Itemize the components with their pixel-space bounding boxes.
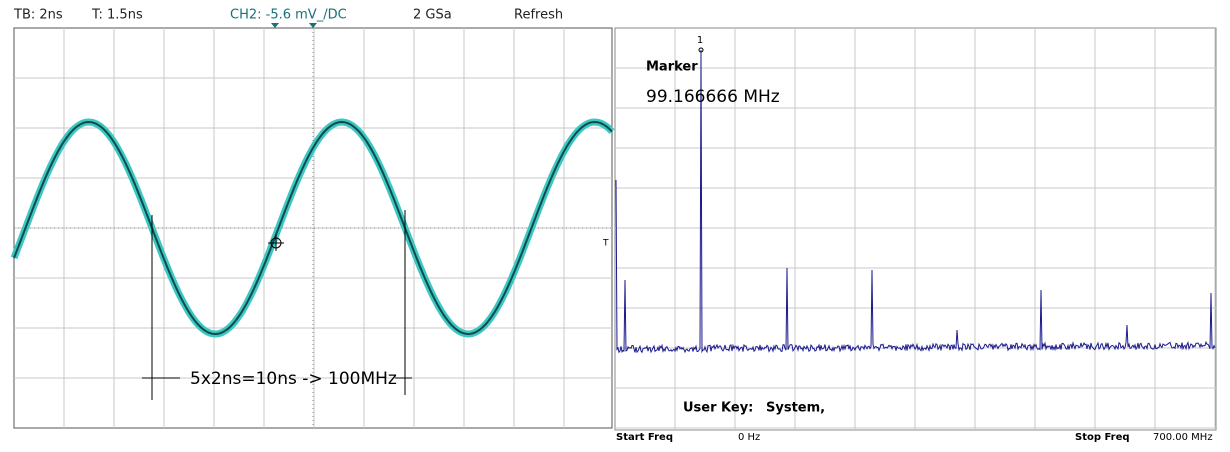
stop-label: Stop Freq [1075,432,1130,443]
markers [271,23,317,28]
annotation: 5x2ns=10ns -> 100MHz [190,369,397,389]
user-key-label: User Key: [683,401,753,416]
trigger-marker: T [602,239,609,249]
trigger-time: T: 1.5ns [91,8,143,23]
spectrum-trace [615,49,1216,354]
marker-value: 99.166666 MHz [646,87,780,107]
start-value: 0 Hz [738,432,760,443]
user-key-value: System, [766,401,825,416]
spectrum-panel: 1 Marker 99.166666 MHz User Key: System,… [614,27,1217,443]
scope-grid [14,28,612,428]
timebase: TB: 2ns [13,8,63,23]
spectrum-grid [615,28,1216,430]
marker-point [698,47,704,53]
mode: Refresh [514,8,563,23]
crosshair [268,235,284,251]
start-label: Start Freq [616,432,673,443]
sample-rate: 2 GSa [413,8,452,23]
stop-value: 700.00 MHz [1153,432,1213,443]
marker-number: 1 [697,35,703,46]
channel: CH2: -5.6 mV_/DC [230,8,347,23]
waveform [13,120,613,336]
marker-title: Marker [646,60,698,75]
scope-panel: 5x2ns=10ns -> 100MHz T [10,27,615,429]
